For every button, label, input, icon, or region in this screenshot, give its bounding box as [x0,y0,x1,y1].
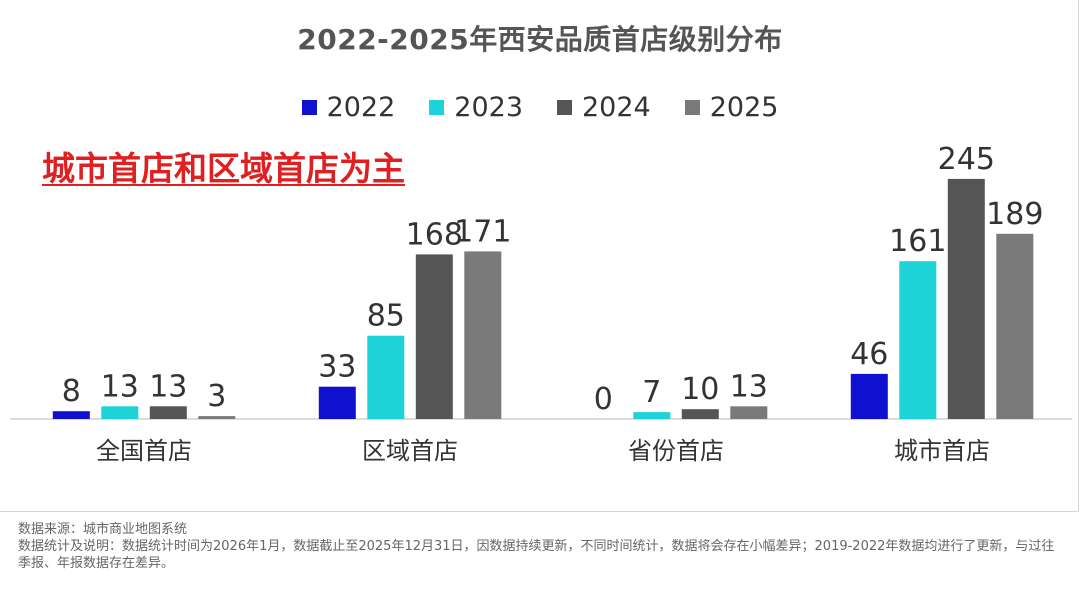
footer: 数据来源：城市商业地图系统 数据统计及说明：数据统计时间为2026年1月，数据截… [18,521,1063,572]
category-label-4: 城市首店 [894,437,990,465]
bar-2024-1 [149,406,187,419]
data-label-2022-1: 8 [62,374,81,409]
legend-item-2025: 2025 [684,92,779,123]
legend-label-2024: 2024 [582,92,651,123]
bar-2023-1 [101,406,139,419]
data-label-2025-2: 171 [454,214,511,249]
bar-2025-3 [730,406,768,419]
category-label-2: 区域首店 [362,437,458,465]
bar-2025-4 [996,233,1034,419]
data-source-note: 数据来源：城市商业地图系统 [18,522,188,537]
bar-2023-4 [899,261,937,419]
legend-swatch-2024 [557,100,572,115]
data-label-2024-2: 168 [406,217,463,252]
legend-swatch-2023 [429,100,445,115]
data-label-2023-4: 161 [889,224,946,259]
data-label-2024-3: 10 [681,372,719,407]
legend-swatch-2022 [301,100,317,115]
bar-2022-1 [52,411,90,419]
bar-2022-2 [318,386,356,419]
data-label-2024-4: 245 [938,142,995,177]
highlight-annotation: 城市首店和区域首店为主 [42,149,405,188]
legend-item-2023: 2023 [429,92,523,123]
legend-item-2022: 2022 [301,92,396,123]
data-label-2023-1: 13 [101,369,139,404]
data-label-2025-4: 189 [986,197,1043,232]
data-label-2022-4: 46 [850,337,888,372]
data-label-2022-2: 33 [318,350,356,385]
chart-frame [0,0,1079,512]
bar-2025-2 [464,251,502,419]
data-method-note: 数据统计及说明：数据统计时间为2026年1月，数据截止至2025年12月31日，… [18,539,1055,571]
chart-title: 2022-2025年西安品质首店级别分布 [297,23,783,56]
bar-2024-4 [947,178,985,419]
data-label-2025-3: 13 [730,369,768,404]
bar-2023-3 [633,412,671,419]
data-label-2025-1: 3 [207,379,226,414]
legend-swatch-2025 [684,100,700,115]
legend-label-2022: 2022 [326,92,396,123]
bar-2025-1 [198,416,236,419]
data-label-2022-3: 0 [594,382,613,417]
bar-2022-4 [850,373,888,419]
data-label-2023-3: 7 [642,375,661,410]
bar-2024-3 [681,409,719,419]
legend: 2022 2023 2024 2025 [0,92,1080,123]
bar-2024-2 [415,254,453,419]
legend-item-2024: 2024 [557,92,651,123]
category-label-3: 省份首店 [628,437,724,465]
legend-label-2023: 2023 [454,92,523,123]
data-label-2024-1: 13 [149,369,187,404]
bar-2023-2 [367,335,405,419]
category-label-1: 全国首店 [96,437,192,465]
data-label-2023-2: 85 [367,299,405,334]
legend-label-2025: 2025 [709,92,779,123]
